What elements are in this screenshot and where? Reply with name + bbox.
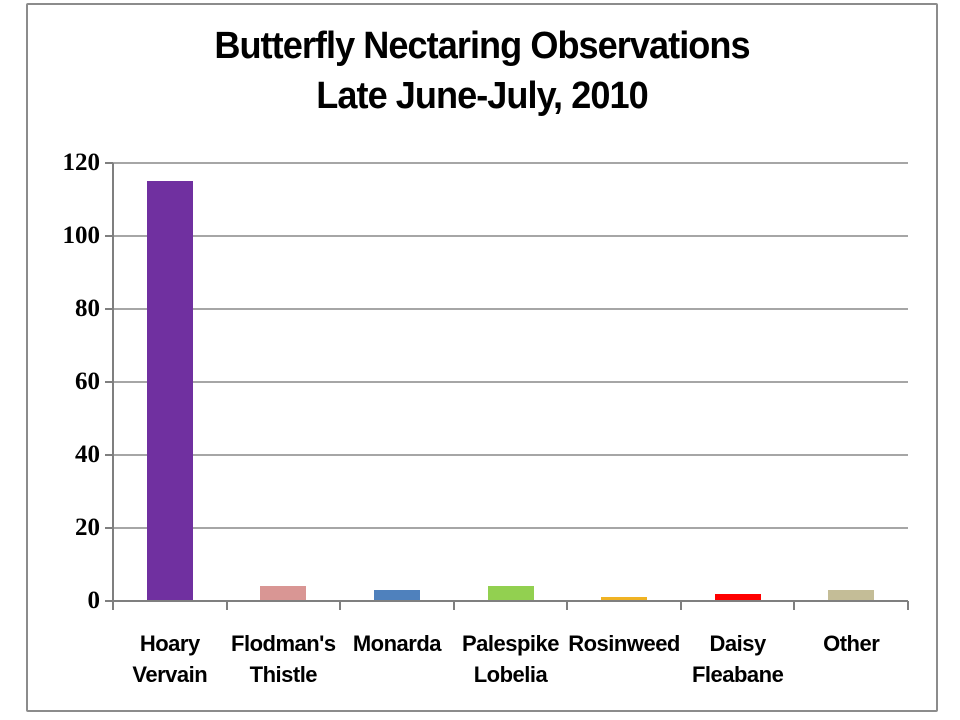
x-tick-3 xyxy=(452,601,455,610)
gridline-100 xyxy=(113,235,908,237)
category-label-monarda: Monarda xyxy=(352,631,442,656)
x-tick-7 xyxy=(907,601,909,610)
y-tick-label-120: 120 xyxy=(62,149,101,176)
y-tick-100 xyxy=(105,235,113,237)
y-tick-label-40: 40 xyxy=(75,441,100,468)
bar-monarda xyxy=(373,590,420,601)
x-tick-0 xyxy=(112,601,114,610)
chart-frame: Butterfly Nectaring Observations Late Ju… xyxy=(26,3,938,712)
y-tick-40 xyxy=(105,454,113,456)
y-tick-label-60: 60 xyxy=(75,368,100,395)
plot-area xyxy=(105,162,909,610)
x-tick-1 xyxy=(225,601,228,610)
y-axis xyxy=(112,163,114,610)
gridline-120 xyxy=(113,162,908,164)
y-tick-label-100: 100 xyxy=(62,222,101,249)
x-tick-5 xyxy=(679,601,682,610)
chart-title-line1: Butterfly Nectaring Observations xyxy=(214,25,750,67)
y-tick-label-0: 0 xyxy=(87,587,101,614)
x-tick-2 xyxy=(339,601,342,610)
y-tick-60 xyxy=(105,381,113,383)
category-label-palespike-lobelia: Palespike Lobelia xyxy=(461,631,560,687)
chart-title: Butterfly Nectaring Observations Late Ju… xyxy=(51,21,914,121)
gridline-40 xyxy=(113,454,908,456)
gridline-20 xyxy=(113,527,908,529)
x-axis xyxy=(113,600,908,602)
gridline-80 xyxy=(113,308,908,310)
x-tick-4 xyxy=(566,601,569,610)
category-label-hoary-vervain: Hoary Vervain xyxy=(132,631,208,687)
bar-daisy-fleabane xyxy=(714,593,761,601)
bar-other xyxy=(828,590,875,601)
category-label-daisy-fleabane: Daisy Fleabane xyxy=(691,631,784,687)
bar-hoary-vervain xyxy=(146,181,193,601)
y-tick-120 xyxy=(105,162,113,164)
x-tick-6 xyxy=(793,601,796,610)
category-label-flodman-s-thistle: Flodman's Thistle xyxy=(231,631,336,687)
gridline-60 xyxy=(113,381,908,383)
y-tick-80 xyxy=(105,308,113,310)
category-label-other: Other xyxy=(823,631,880,656)
bar-palespike-lobelia xyxy=(487,586,534,601)
y-tick-label-20: 20 xyxy=(75,514,100,541)
y-tick-label-80: 80 xyxy=(75,295,100,322)
bar-flodman-s-thistle xyxy=(260,586,307,601)
y-tick-0 xyxy=(105,600,113,602)
chart-title-line2: Late June-July, 2010 xyxy=(316,75,648,117)
bar-rosinweed xyxy=(601,597,648,601)
category-label-rosinweed: Rosinweed xyxy=(568,631,680,656)
y-tick-20 xyxy=(105,527,113,529)
